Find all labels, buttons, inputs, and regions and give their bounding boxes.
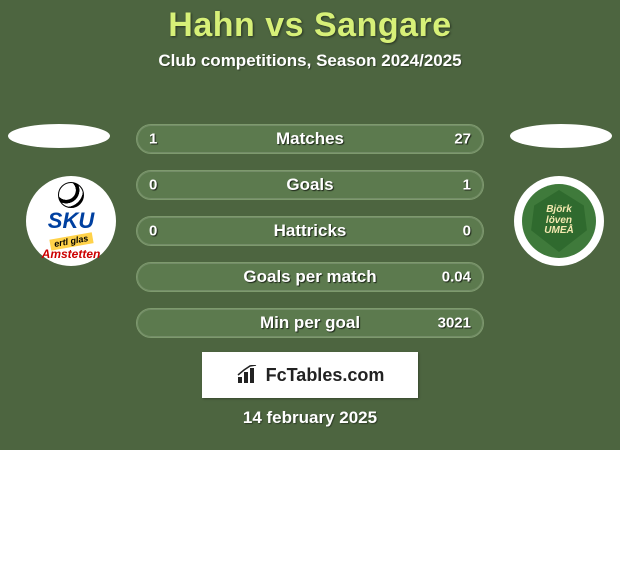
player-left-silhouette [8,124,110,148]
stat-value-right: 1 [463,177,471,194]
stat-row: Min per goal 3021 [136,308,484,338]
stat-label: Matches [276,129,344,149]
brand-text: FcTables.com [266,365,385,386]
club-left-name-top: SKU [42,210,101,232]
stat-value-right: 27 [454,131,471,148]
stat-row: 1 Matches 27 [136,124,484,154]
stat-value-right: 0.04 [442,269,471,286]
club-badge-left: SKU ertl glas Amstetten [26,176,116,266]
club-right-text: Björk löven UMEÅ [544,205,573,237]
footer-date: 14 february 2025 [0,408,620,428]
stat-label: Goals [286,175,333,195]
stat-value-left: 0 [149,223,157,240]
club-badge-left-inner: SKU ertl glas Amstetten [42,182,101,260]
stat-row: Goals per match 0.04 [136,262,484,292]
stat-label: Min per goal [260,313,360,333]
page-title: Hahn vs Sangare [0,0,620,45]
comparison-card: Hahn vs Sangare Club competitions, Seaso… [0,0,620,450]
club-right-line3: UMEÅ [544,225,573,236]
soccer-ball-icon [58,182,84,208]
stat-value-left: 0 [149,177,157,194]
bottom-whitespace [0,450,620,580]
bar-chart-icon [236,365,260,385]
club-badge-right: Björk löven UMEÅ [514,176,604,266]
stats-list: 1 Matches 27 0 Goals 1 0 Hattricks 0 Goals per ma… [136,124,484,354]
club-badge-right-inner: Björk löven UMEÅ [522,184,596,258]
stat-row: 0 Goals 1 [136,170,484,200]
club-right-line1: Björk [546,204,572,215]
player-right-silhouette [510,124,612,148]
stat-label: Hattricks [274,221,347,241]
brand-box[interactable]: FcTables.com [202,352,418,398]
stat-value-left: 1 [149,131,157,148]
stat-value-right: 0 [463,223,471,240]
subtitle: Club competitions, Season 2024/2025 [0,51,620,71]
stat-value-right: 3021 [438,315,471,332]
stat-label: Goals per match [243,267,376,287]
stat-row: 0 Hattricks 0 [136,216,484,246]
